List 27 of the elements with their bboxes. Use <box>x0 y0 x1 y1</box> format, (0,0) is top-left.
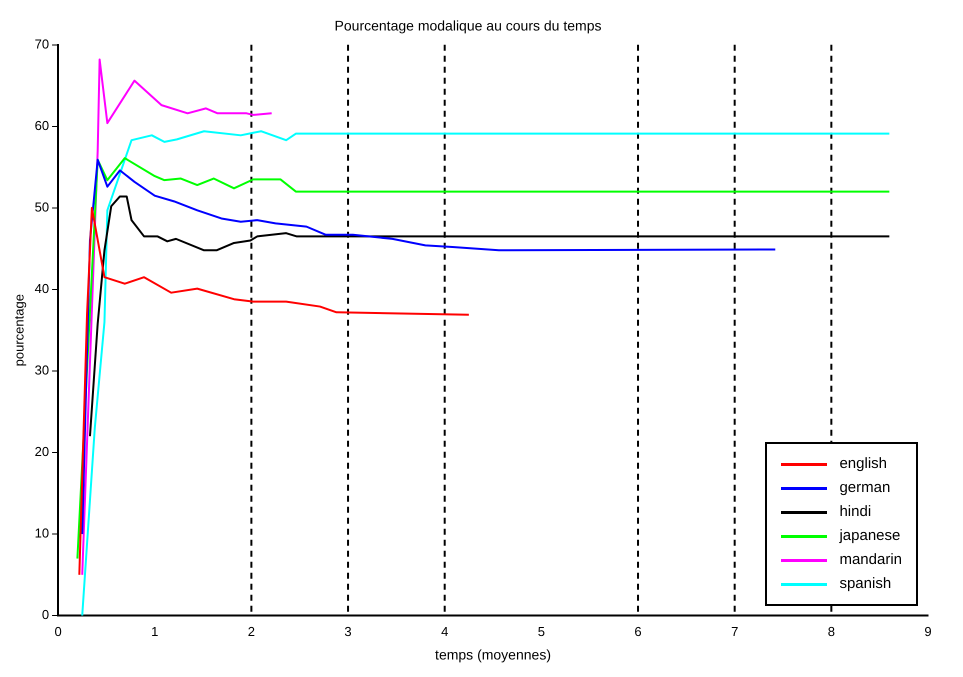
x-tick-label: 7 <box>731 624 738 639</box>
x-tick-label: 8 <box>828 624 835 639</box>
legend-label: spanish <box>839 574 892 594</box>
y-tick-label: 10 <box>34 526 50 541</box>
y-tick-label: 70 <box>34 36 50 52</box>
x-tick-label: 5 <box>538 624 545 639</box>
y-tick-label: 20 <box>34 444 50 460</box>
x-tick-label: 4 <box>441 624 448 639</box>
y-tick-label: 30 <box>34 362 50 378</box>
y-tick-label: 60 <box>34 118 50 133</box>
y-tick-label: 0 <box>42 607 50 622</box>
y-tick-label: 40 <box>34 281 50 296</box>
legend-label: japanese <box>839 526 900 546</box>
y-axis-title: pourcentage <box>11 294 26 366</box>
legend-label: english <box>839 454 887 474</box>
x-tick-label: 3 <box>344 624 352 639</box>
x-tick-label: 6 <box>634 624 642 639</box>
y-tick-label: 50 <box>34 199 50 214</box>
legend-label: german <box>839 478 890 498</box>
x-tick-label: 2 <box>248 624 255 639</box>
x-tick-label: 1 <box>151 624 158 639</box>
legend-label: mandarin <box>839 550 902 570</box>
chart-title: Pourcentage modalique au cours du temps <box>334 17 602 34</box>
x-axis-title: temps (moyennes) <box>435 646 551 662</box>
x-tick-label: 9 <box>924 624 932 639</box>
legend-label: hindi <box>839 502 872 522</box>
x-tick-label: 0 <box>54 624 62 639</box>
